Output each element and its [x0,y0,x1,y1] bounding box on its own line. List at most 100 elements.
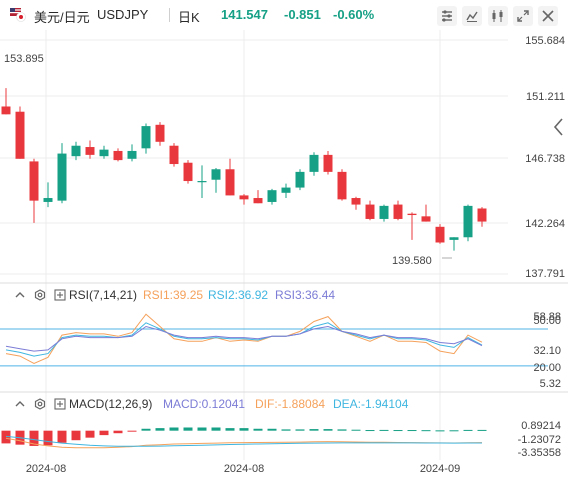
macd-histogram-bar [477,429,487,431]
candle-body [169,145,179,165]
collapse-chevron-icon[interactable] [15,401,25,407]
macd-histogram-bar [43,430,53,446]
scroll-right-chevron-icon[interactable] [550,114,566,140]
y-tick-label: 142.264 [525,218,565,230]
rsi-tick-label: 50.00 [533,315,561,327]
candle-body [351,198,361,205]
macd-histogram-bar [449,430,459,432]
candle-body [435,226,445,243]
rsi1-line [5,313,483,364]
macd-histogram-bar [365,430,375,432]
rsi-tick-label: 5.32 [540,378,561,390]
macd-histogram-bar [211,427,221,431]
chart-header: 美元/日元 USDJPY 日K 141.547 -0.851 -0.60% [0,0,568,30]
period-selector[interactable]: 日K [178,10,200,25]
price-axis: 155.684 151.211 146.738 142.264 137.791 [525,35,565,280]
period-high-label: 153.895 [4,53,44,65]
settings-button[interactable] [538,6,558,26]
macd-histogram-bar [463,429,473,431]
macd-histogram-bar [295,429,305,431]
candle-body [281,187,291,193]
candlestick-series [1,88,487,251]
candle-body [309,154,319,172]
panel-settings-icon[interactable] [34,398,46,410]
macd-histogram-bar [351,429,361,431]
macd-axis: 0.89214 -1.23072 -3.35358 [518,420,561,459]
macd-title: MACD(12,26,9) [69,397,152,411]
dif-value: DIF:-1.88084 [255,397,325,411]
candle-body [225,169,235,196]
rsi1-value: RSI1:39.25 [143,288,203,302]
candle-body [99,149,109,157]
compare-icon [466,11,478,22]
candle-body [323,154,333,172]
macd-histogram-bar [113,430,123,434]
candle-body [407,213,417,216]
compare-button[interactable] [462,6,482,26]
rsi-tick-label: 58.88 [533,311,561,323]
rsi2-value: RSI2:36.92 [208,288,268,302]
macd-histogram-bar [155,428,165,431]
rsi-tick-label: 32.10 [533,345,561,357]
candle-body [1,106,11,115]
candle-body [477,208,487,222]
candle-body [379,205,389,219]
candle-body [155,124,165,142]
macd-histogram-bar [57,430,67,443]
last-price: 141.547 [221,7,268,22]
candle-body [113,150,123,161]
macd-histogram-bar [267,428,277,431]
macd-histogram-bar [85,430,95,438]
time-axis: 2024-08 2024-08 2024-09 [26,463,460,475]
rsi-tick-label: 20.00 [533,362,561,374]
macd-histogram-bar [99,430,109,436]
candle-body [127,150,137,159]
macd-series [1,427,487,449]
candle-body [463,205,473,238]
candle-body [239,195,249,200]
macd-histogram-bar [1,430,11,444]
candle-body [71,145,81,157]
y-tick-label: 146.738 [525,153,565,165]
dea-line [5,435,482,447]
x-tick-label: 2024-08 [224,463,264,475]
panel-settings-icon[interactable] [34,289,46,301]
x-tick-label: 2024-09 [420,463,460,475]
expand-panel-icon[interactable] [54,398,66,410]
macd-histogram-bar [253,428,263,431]
x-tick-label: 2024-08 [26,463,66,475]
candle-body [449,237,459,240]
macd-histogram-bar [323,429,333,431]
fullscreen-button[interactable] [513,6,533,26]
candle-body [29,161,39,201]
candle-body [253,198,263,204]
macd-histogram-bar [183,427,193,431]
dea-value: DEA:-1.94104 [333,397,409,411]
candle-body [141,126,151,149]
rsi2-line [5,322,483,357]
header-divider [169,8,170,22]
expand-panel-icon[interactable] [54,289,66,301]
indicator-settings-button[interactable] [437,6,457,26]
pair-title: 美元/日元 [34,10,90,25]
price-change-percent: -0.60% [333,7,375,22]
pair-symbol: USDJPY [97,7,149,22]
macd-histogram-bar [337,429,347,431]
rsi-axis: 58.88 50.00 32.10 20.00 5.32 [533,311,561,390]
candle-body [57,153,67,201]
rsi-series [0,313,548,367]
macd-histogram-bar [127,430,137,432]
collapse-chevron-icon[interactable] [15,292,25,298]
us-japan-flag-icon [10,8,26,22]
macd-histogram-bar [309,429,319,431]
macd-panel-header: MACD(12,26,9) MACD:0.12041 DIF:-1.88084 … [15,397,409,411]
chart-grid [0,30,568,460]
drawing-tools-icon [492,10,503,22]
fullscreen-icon [517,10,529,22]
drawing-tools-button[interactable] [488,6,508,26]
macd-histogram-bar [421,430,431,432]
y-tick-label: 137.791 [525,268,565,280]
macd-histogram-bar [393,430,403,432]
candle-body [337,171,347,200]
